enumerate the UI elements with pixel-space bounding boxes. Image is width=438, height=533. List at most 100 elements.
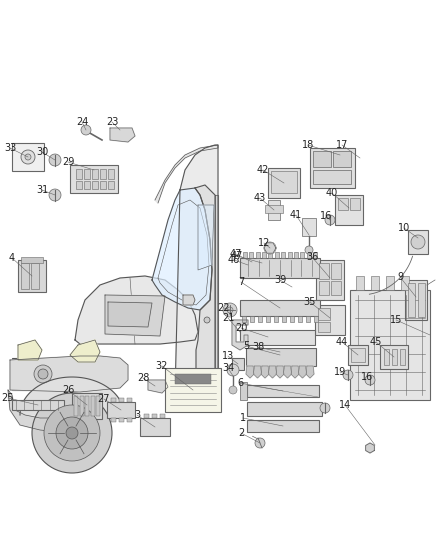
Polygon shape — [215, 195, 218, 405]
Bar — [108, 169, 114, 179]
Bar — [107, 402, 135, 418]
Text: 2: 2 — [238, 428, 244, 438]
Bar — [111, 418, 116, 422]
Bar — [338, 198, 348, 210]
Bar — [246, 348, 316, 366]
Bar — [84, 169, 90, 179]
Text: 13: 13 — [222, 351, 234, 361]
Bar — [21, 263, 29, 289]
Bar — [275, 252, 279, 258]
Bar — [247, 420, 319, 432]
Bar — [242, 316, 246, 322]
Text: 29: 29 — [62, 157, 74, 167]
Text: 5: 5 — [243, 341, 249, 351]
Bar — [350, 198, 360, 210]
Text: 10: 10 — [398, 223, 410, 233]
Text: 7: 7 — [238, 277, 244, 287]
Bar — [400, 349, 405, 365]
Bar — [306, 316, 310, 322]
Bar — [316, 260, 344, 300]
Polygon shape — [20, 377, 125, 415]
Circle shape — [204, 317, 210, 323]
Text: 47: 47 — [231, 251, 243, 261]
Polygon shape — [8, 390, 90, 432]
Circle shape — [44, 405, 100, 461]
Circle shape — [343, 370, 353, 380]
Bar — [96, 396, 100, 416]
Bar — [319, 263, 329, 279]
Bar — [262, 252, 266, 258]
Bar — [408, 230, 428, 254]
Bar — [91, 396, 95, 416]
Bar — [84, 181, 90, 189]
Polygon shape — [152, 188, 212, 310]
Text: 15: 15 — [390, 315, 402, 325]
Bar — [85, 396, 89, 416]
Text: 30: 30 — [36, 147, 48, 157]
Polygon shape — [283, 366, 292, 378]
Bar — [302, 218, 316, 236]
Polygon shape — [105, 295, 165, 336]
Bar — [127, 418, 132, 422]
Bar — [21, 257, 43, 263]
Bar — [249, 252, 253, 258]
Circle shape — [56, 417, 88, 449]
Polygon shape — [268, 366, 276, 378]
Text: 36: 36 — [306, 252, 318, 262]
Polygon shape — [110, 128, 135, 142]
Bar — [92, 181, 98, 189]
Bar — [240, 258, 320, 278]
Text: 32: 32 — [156, 361, 168, 371]
Text: 26: 26 — [62, 385, 74, 395]
Bar — [100, 169, 106, 179]
Polygon shape — [246, 366, 254, 378]
Bar — [268, 168, 300, 198]
Circle shape — [227, 364, 239, 376]
Bar — [380, 345, 408, 369]
Text: 20: 20 — [235, 323, 247, 333]
Polygon shape — [261, 366, 269, 378]
Text: 41: 41 — [290, 210, 302, 220]
Bar — [265, 205, 283, 213]
Bar — [319, 281, 329, 295]
Bar — [31, 263, 39, 289]
Bar — [240, 330, 315, 345]
Circle shape — [21, 150, 35, 164]
Bar — [351, 348, 365, 362]
Polygon shape — [366, 443, 374, 453]
Bar — [247, 385, 319, 397]
Bar — [247, 402, 322, 416]
Bar — [76, 169, 82, 179]
Bar — [307, 252, 311, 258]
Bar — [268, 200, 280, 220]
Bar — [290, 316, 294, 322]
Bar — [392, 349, 397, 365]
Bar — [76, 181, 82, 189]
Text: 9: 9 — [397, 272, 403, 282]
Bar — [298, 316, 302, 322]
Text: 47: 47 — [230, 249, 242, 259]
Polygon shape — [183, 295, 195, 305]
Polygon shape — [148, 380, 168, 393]
Text: 45: 45 — [370, 337, 382, 347]
Bar — [313, 170, 351, 184]
Text: 44: 44 — [336, 337, 348, 347]
Text: 4: 4 — [9, 253, 15, 263]
Bar — [268, 252, 272, 258]
Bar — [119, 418, 124, 422]
Circle shape — [229, 386, 237, 394]
Polygon shape — [108, 302, 152, 327]
Circle shape — [81, 125, 91, 135]
Text: 3: 3 — [134, 410, 140, 420]
Bar — [250, 316, 254, 322]
Circle shape — [325, 215, 335, 225]
Bar — [350, 290, 430, 400]
Text: 17: 17 — [336, 140, 348, 150]
Text: 12: 12 — [258, 238, 270, 248]
Circle shape — [365, 375, 375, 385]
Bar — [271, 171, 297, 193]
Bar — [12, 358, 74, 390]
Text: 1: 1 — [240, 413, 246, 423]
Bar — [12, 400, 64, 410]
Circle shape — [411, 235, 425, 249]
